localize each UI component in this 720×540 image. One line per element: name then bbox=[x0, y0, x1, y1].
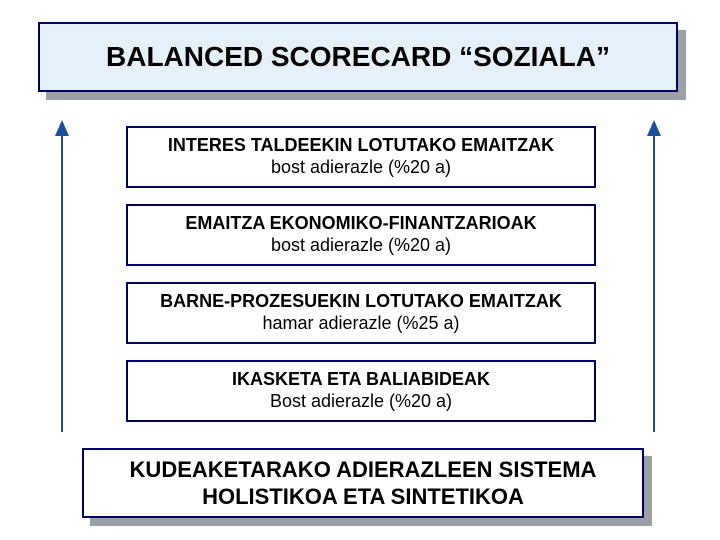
right-arrow-line bbox=[653, 136, 655, 432]
perspective-box: EMAITZA EKONOMIKO-FINANTZARIOAKbost adie… bbox=[126, 204, 596, 266]
perspective-title: IKASKETA ETA BALIABIDEAK bbox=[232, 369, 490, 391]
perspective-title: INTERES TALDEEKIN LOTUTAKO EMAITZAK bbox=[168, 135, 554, 157]
title-text: BALANCED SCORECARD “SOZIALA” bbox=[106, 40, 610, 74]
perspective-box: INTERES TALDEEKIN LOTUTAKO EMAITZAKbost … bbox=[126, 126, 596, 188]
perspective-title: EMAITZA EKONOMIKO-FINANTZARIOAK bbox=[185, 213, 536, 235]
perspective-title: BARNE-PROZESUEKIN LOTUTAKO EMAITZAK bbox=[160, 291, 562, 313]
perspective-box: BARNE-PROZESUEKIN LOTUTAKO EMAITZAKhamar… bbox=[126, 282, 596, 344]
footer-text: KUDEAKETARAKO ADIERAZLEEN SISTEMA HOLIST… bbox=[130, 456, 597, 511]
perspective-subtitle: Bost adierazle (%20 a) bbox=[270, 391, 452, 413]
footer-box: KUDEAKETARAKO ADIERAZLEEN SISTEMA HOLIST… bbox=[82, 448, 644, 518]
title-box: BALANCED SCORECARD “SOZIALA” bbox=[38, 22, 678, 92]
left-arrow-head bbox=[55, 120, 69, 136]
left-arrow-line bbox=[61, 136, 63, 432]
footer-line2: HOLISTIKOA ETA SINTETIKOA bbox=[202, 484, 524, 509]
right-arrow-head bbox=[647, 120, 661, 136]
footer-line1: KUDEAKETARAKO ADIERAZLEEN SISTEMA bbox=[130, 457, 597, 482]
perspective-subtitle: bost adierazle (%20 a) bbox=[271, 157, 451, 179]
perspective-subtitle: bost adierazle (%20 a) bbox=[271, 235, 451, 257]
perspective-box: IKASKETA ETA BALIABIDEAKBost adierazle (… bbox=[126, 360, 596, 422]
perspective-subtitle: hamar adierazle (%25 a) bbox=[262, 313, 459, 335]
